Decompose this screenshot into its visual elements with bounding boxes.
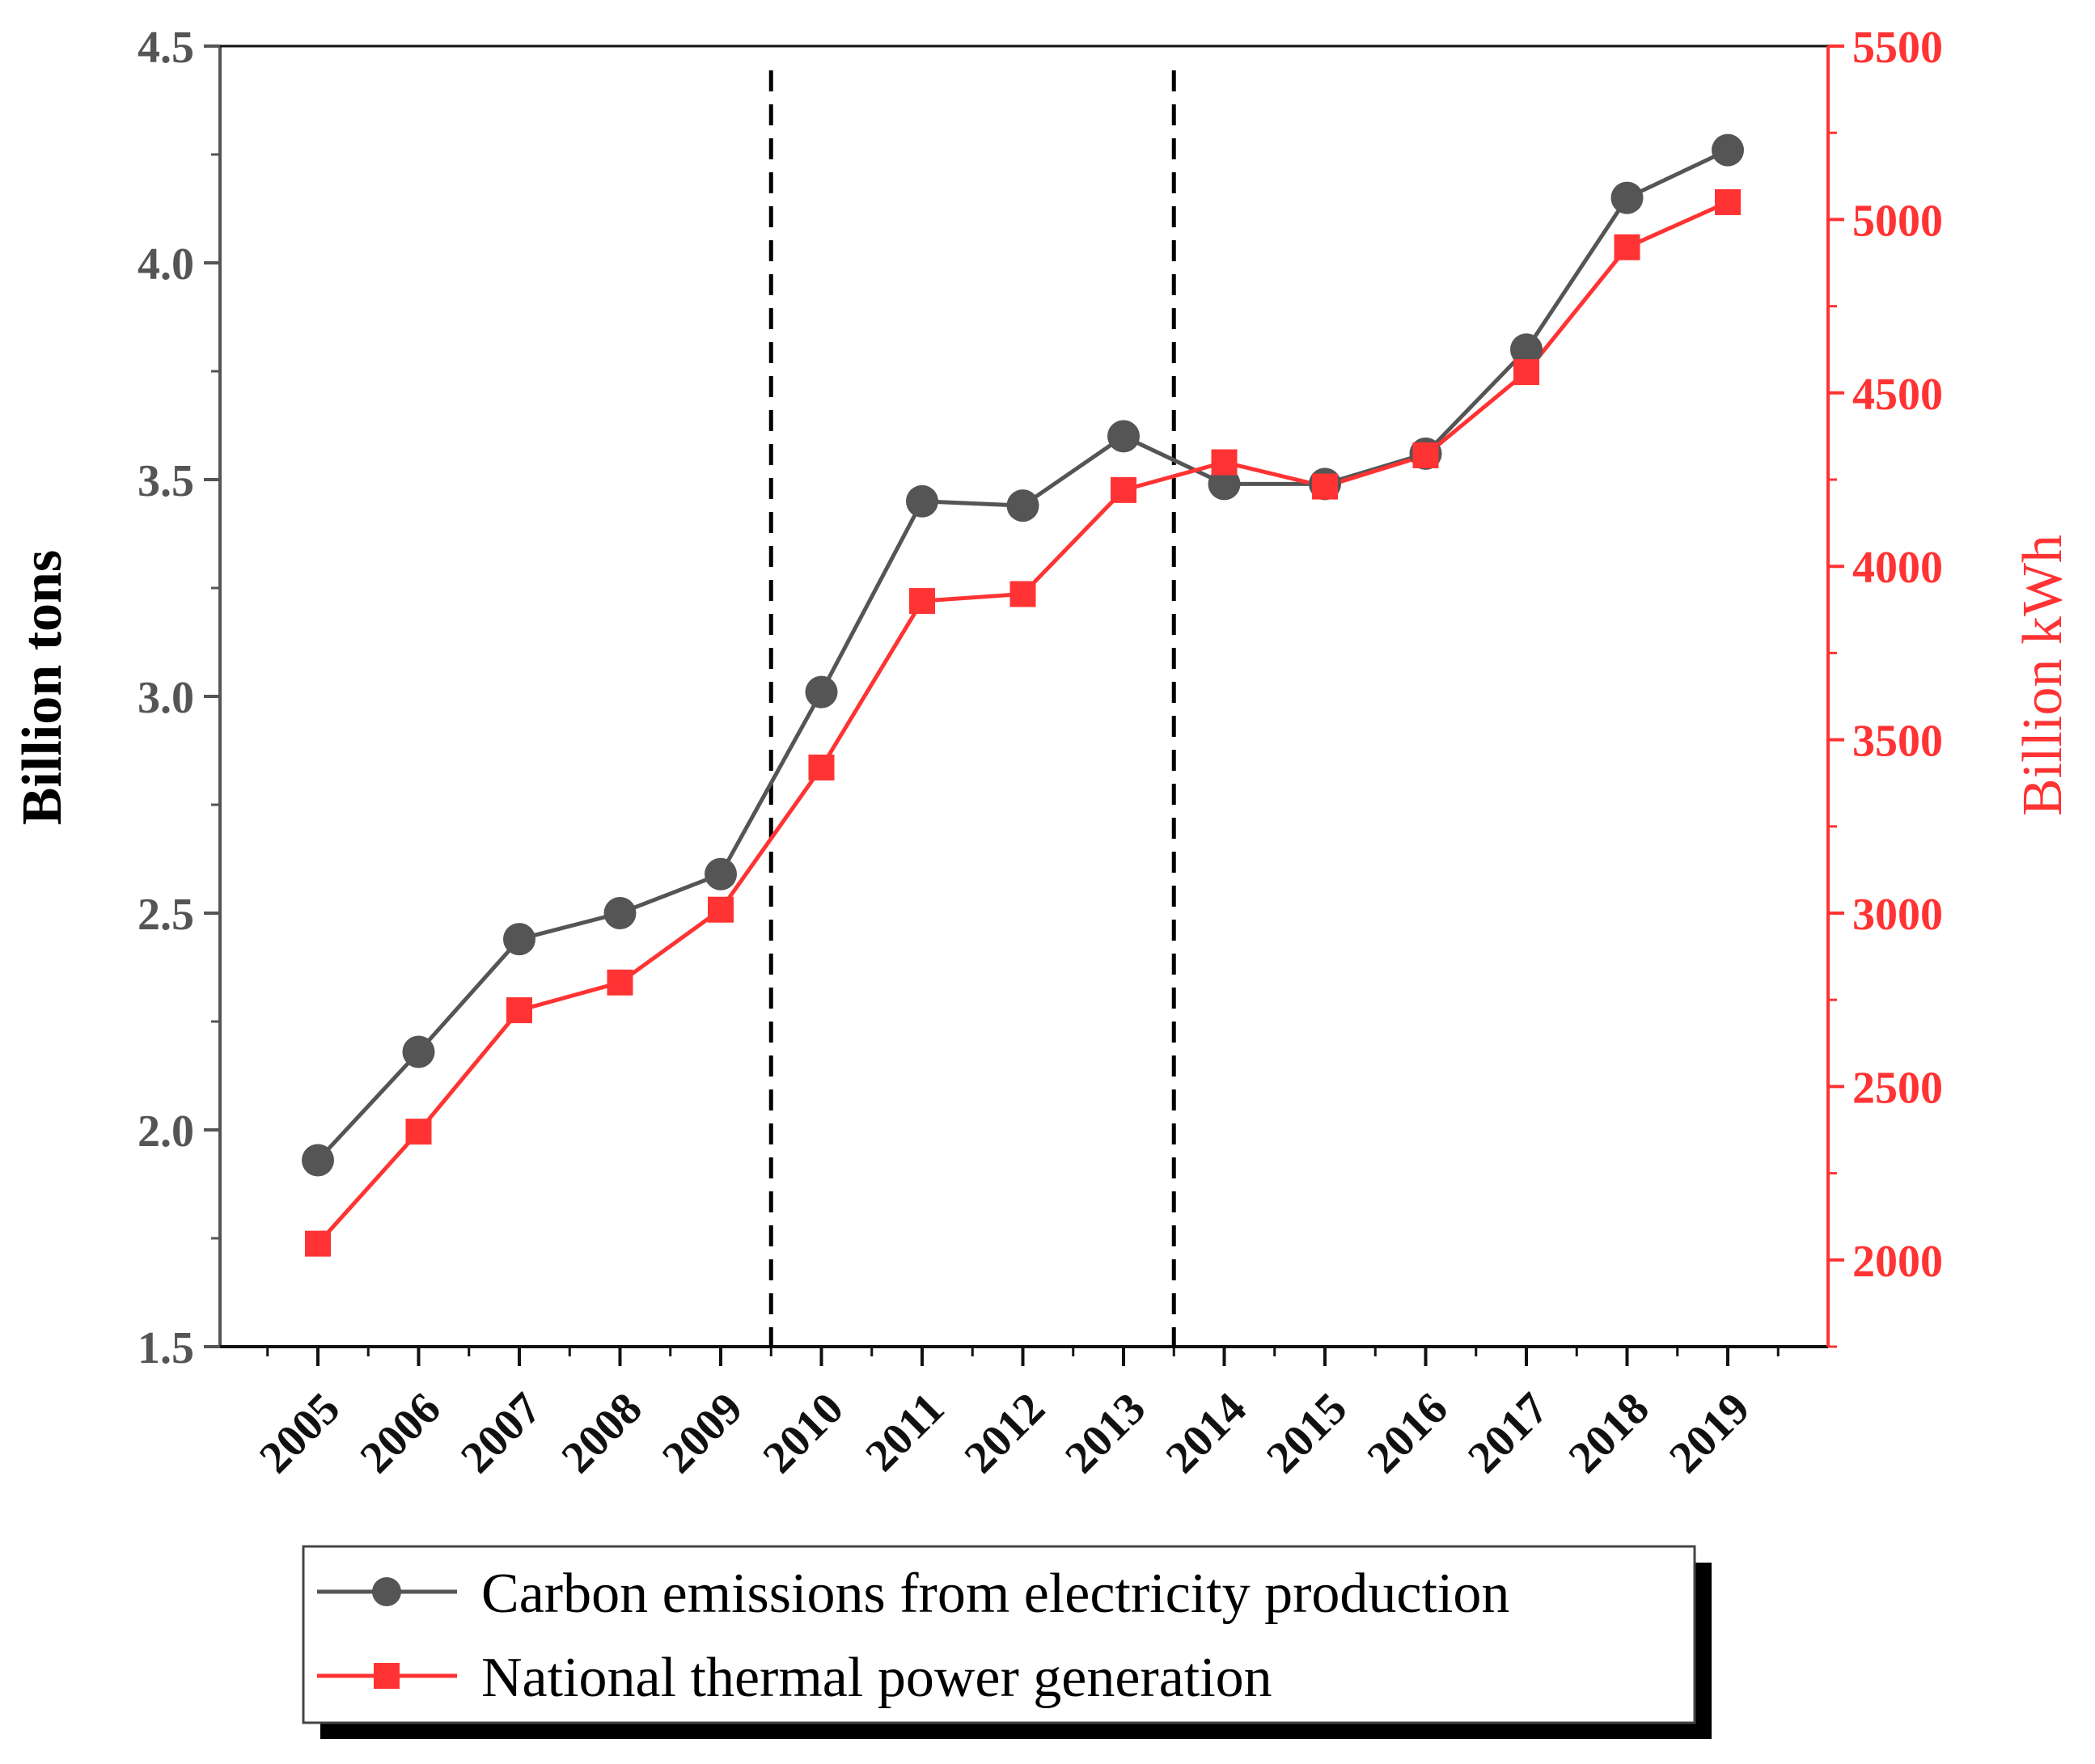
right-tick-label: 4500 [1852, 370, 1943, 420]
x-axis-ticks: 2005 2006 2007 2008 2009 2010 2011 2012 2013 2014… [250, 1347, 1780, 1483]
data-point-circle [302, 1144, 334, 1177]
left-tick-label: 2.0 [138, 1106, 194, 1157]
right-tick-label: 5500 [1852, 23, 1943, 73]
legend-label-carbon: Carbon emissions from electricity produc… [481, 1563, 1509, 1625]
data-point-square [1111, 476, 1136, 503]
x-tick-label: 2017 [1458, 1383, 1558, 1483]
data-point-square [1715, 188, 1741, 215]
data-point-circle [805, 675, 838, 709]
left-tick-label: 4.5 [138, 23, 194, 73]
x-tick-label: 2006 [351, 1383, 451, 1483]
right-tick-label: 3000 [1852, 890, 1943, 940]
x-tick-label: 2019 [1660, 1383, 1759, 1483]
dashed-divider-lines [768, 70, 1176, 1347]
legend-label-thermal: National thermal power generation [481, 1647, 1272, 1709]
data-point-square [708, 896, 734, 923]
legend-marker-thermal [374, 1663, 400, 1689]
legend: Carbon emissions from electricity produc… [302, 1545, 1712, 1739]
data-point-circle [503, 923, 535, 956]
data-point-square [1513, 359, 1539, 386]
data-point-square [607, 969, 633, 996]
right-tick-label: 5000 [1852, 196, 1943, 246]
series-lines [316, 148, 1729, 1246]
data-point-square [1312, 473, 1338, 500]
data-point-circle [1610, 181, 1644, 214]
x-tick-label: 2005 [250, 1383, 349, 1483]
x-tick-label: 2013 [1056, 1383, 1155, 1483]
left-tick-label: 2.5 [138, 890, 194, 940]
x-tick-label: 2014 [1157, 1383, 1256, 1483]
data-point-circle [1107, 420, 1140, 453]
axes [218, 44, 1830, 1348]
data-point-circle [402, 1035, 435, 1068]
left-axis-label: Billion tons [11, 550, 74, 825]
data-point-square [1614, 234, 1640, 260]
right-tick-label: 4000 [1852, 543, 1943, 593]
x-tick-label: 2007 [451, 1383, 551, 1483]
x-tick-label: 2009 [653, 1383, 752, 1483]
right-tick-label: 3500 [1852, 717, 1943, 767]
legend-box [302, 1545, 1696, 1724]
data-point-circle [705, 857, 737, 890]
x-tick-label: 2011 [856, 1383, 954, 1481]
data-point-square [1412, 442, 1439, 468]
x-tick-label: 2018 [1560, 1383, 1659, 1483]
x-tick-label: 2012 [955, 1383, 1055, 1483]
data-point-square [909, 588, 935, 615]
data-point-circle [1510, 333, 1543, 366]
left-tick-label: 1.5 [138, 1323, 194, 1373]
data-point-square [405, 1119, 432, 1145]
left-tick-label: 4.0 [138, 239, 194, 290]
x-tick-label: 2016 [1358, 1383, 1458, 1483]
data-point-circle [1712, 133, 1744, 167]
right-tick-label: 2500 [1852, 1063, 1943, 1113]
x-tick-label: 2008 [552, 1383, 652, 1483]
right-tick-label: 2000 [1852, 1237, 1943, 1287]
data-point-circle [603, 897, 637, 929]
data-point-square [305, 1230, 331, 1257]
data-point-circle [1208, 467, 1241, 501]
data-point-circle [906, 484, 938, 518]
legend-item-carbon: Carbon emissions from electricity produc… [317, 1563, 1509, 1625]
data-point-square [506, 997, 532, 1024]
data-point-circle [1006, 489, 1039, 522]
right-axis-label: Billion kWh [2012, 535, 2074, 816]
legend-item-thermal: National thermal power generation [317, 1647, 1272, 1709]
series-markers [302, 133, 1744, 1257]
right-axis-ticks: 2000 2500 3000 3500 4000 4500 5000 5500 [1828, 23, 1943, 1348]
x-tick-label: 2010 [754, 1383, 853, 1483]
x-tick-label: 2015 [1257, 1383, 1356, 1483]
left-tick-label: 3.5 [138, 456, 194, 506]
left-axis-ticks: 1.5 2.0 2.5 3.0 3.5 4.0 4.5 [138, 23, 220, 1373]
left-tick-label: 3.0 [138, 673, 194, 723]
legend-marker-carbon [372, 1577, 401, 1606]
data-point-square [808, 754, 835, 780]
data-point-square [1009, 581, 1036, 607]
data-point-square [1211, 449, 1238, 476]
